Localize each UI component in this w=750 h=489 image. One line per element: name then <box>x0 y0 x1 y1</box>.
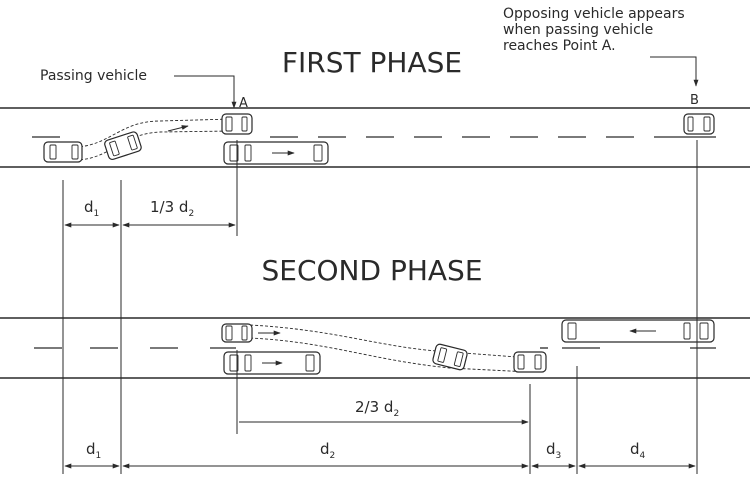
first-phase-title: FIRST PHASE <box>282 46 462 79</box>
svg-text:d3: d3 <box>546 440 561 461</box>
passing-vehicle-merging <box>104 131 142 161</box>
passing-vehicle-completed <box>513 351 547 373</box>
opposing-note-line-1: Opposing vehicle appears <box>503 6 685 22</box>
svg-text:1/3 d2: 1/3 d2 <box>150 198 194 219</box>
svg-text:2/3 d2: 2/3 d2 <box>355 398 399 419</box>
dim-label-d3: d3 <box>546 440 561 461</box>
second-phase-title: SECOND PHASE <box>261 254 482 287</box>
dim-label-d1-lower: d1 <box>86 440 101 461</box>
svg-text:d1: d1 <box>84 198 99 219</box>
passing-path-second-phase-outer <box>249 337 531 373</box>
opposing-vehicle-note: Opposing vehicle appears when passing ve… <box>503 6 685 54</box>
opposing-note-leader <box>650 56 699 87</box>
passing-vehicle-at-a <box>221 113 253 135</box>
passing-path-first-phase-outer <box>74 130 233 161</box>
witness-lines <box>62 140 698 474</box>
passing-direction-arrow-1 <box>167 125 189 132</box>
passing-vehicle-leader <box>174 75 237 109</box>
passing-vehicle-start-second <box>221 323 253 343</box>
dim-label-d2: d2 <box>320 440 335 461</box>
point-b-label: B <box>690 93 699 108</box>
passing-path-first-phase <box>74 118 233 148</box>
point-a-label: A <box>239 96 248 111</box>
opposing-note-line-2: when passing vehicle <box>503 22 653 38</box>
passing-vehicle-label: Passing vehicle <box>40 68 147 84</box>
dim-label-d1-upper: d1 <box>84 198 99 219</box>
svg-text:d4: d4 <box>630 440 646 461</box>
dim-label-two-thirds-d2: 2/3 d2 <box>355 398 399 419</box>
svg-text:d1: d1 <box>86 440 101 461</box>
road-second-phase <box>0 317 750 379</box>
road-first-phase <box>0 107 750 168</box>
passing-vehicle-returning <box>432 343 468 371</box>
passing-vehicle-start <box>43 141 83 163</box>
dim-label-d4: d4 <box>630 440 646 461</box>
opposing-note-line-3: reaches Point A. <box>503 38 616 54</box>
svg-text:d2: d2 <box>320 440 335 461</box>
dim-label-one-third-d2: 1/3 d2 <box>150 198 194 219</box>
opposing-vehicle-at-b <box>683 113 715 135</box>
